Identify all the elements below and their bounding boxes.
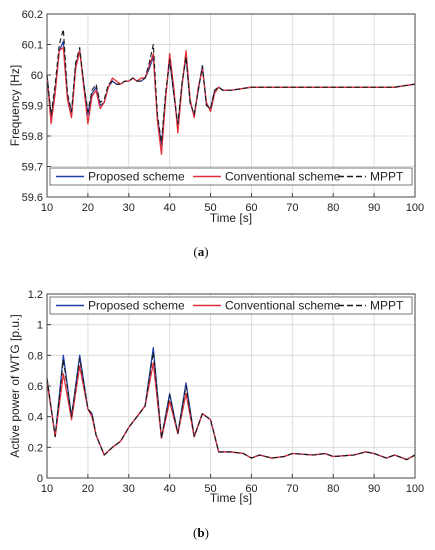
- y-tick-label: 0.2: [28, 442, 43, 454]
- y-tick-label: 60: [31, 70, 43, 82]
- y-tick-label: 0.4: [28, 412, 43, 424]
- y-tick-label: 0: [37, 473, 43, 485]
- y-tick-label: 0.8: [28, 350, 43, 362]
- y-tick-label: 60.2: [22, 9, 43, 21]
- legend-box: [49, 167, 413, 186]
- legend-entry-label: MPPT: [370, 299, 404, 313]
- x-axis-label: Time [s]: [210, 491, 252, 505]
- legend-entry-label: Proposed scheme: [88, 299, 185, 313]
- x-tick-label: 50: [204, 483, 216, 495]
- x-tick-label: 70: [286, 202, 298, 214]
- y-tick-label: 0.6: [28, 381, 43, 393]
- y-tick-label: 59.8: [22, 131, 43, 143]
- x-tick-label: 10: [41, 202, 53, 214]
- panel-caption: (b): [193, 525, 209, 540]
- x-tick-label: 20: [82, 483, 94, 495]
- legend: Proposed scheme Conventional scheme MPPT: [49, 167, 413, 186]
- x-tick-label: 80: [327, 483, 339, 495]
- legend-entry-label: Conventional scheme: [225, 299, 341, 313]
- chart-panel-b: 10 20 30 40 50 60 70 80 90 100 0 0.2 0.4 0.6 0.8 1 1.2 Ti…: [8, 289, 424, 540]
- x-tick-label: 30: [123, 483, 135, 495]
- series-line-mppt: [46, 28, 416, 143]
- series-group: [46, 28, 416, 155]
- legend-box: [49, 296, 413, 315]
- caption-paren-open: (: [193, 525, 197, 540]
- y-tick-label: 59.9: [22, 101, 43, 113]
- y-tick-label: 1: [37, 320, 43, 332]
- x-tick-label: 100: [406, 483, 424, 495]
- legend-entry-label: Conventional scheme: [225, 170, 341, 184]
- x-tick-label: 100: [406, 202, 424, 214]
- x-tick-label: 80: [327, 202, 339, 214]
- chart-panel-a: 10 20 30 40 50 60 70 80 90 100 59.6 59.7 59.8 59.9 60 6…: [8, 9, 424, 259]
- caption-paren-open: (: [193, 244, 197, 259]
- y-tick-label: 59.7: [22, 162, 43, 174]
- x-tick-label: 40: [164, 483, 176, 495]
- legend: Proposed scheme Conventional scheme MPPT: [49, 296, 413, 315]
- series-group: [46, 347, 416, 461]
- y-tick-label: 1.2: [28, 289, 43, 301]
- x-tick-label: 20: [82, 202, 94, 214]
- legend-entry-label: Proposed scheme: [88, 170, 185, 184]
- caption-paren-close: ): [204, 244, 208, 259]
- x-tick-label: 90: [368, 202, 380, 214]
- series-line-mppt: [46, 351, 416, 461]
- x-tick-label: 10: [41, 483, 53, 495]
- caption-paren-close: ): [205, 525, 209, 540]
- x-tick-label: 90: [368, 483, 380, 495]
- x-tick-label: 60: [245, 202, 257, 214]
- y-axis-label: Active power of WTG [p.u.]: [8, 314, 22, 457]
- x-tick-label: 30: [123, 202, 135, 214]
- caption-letter: a: [198, 244, 205, 259]
- y-tick-label: 59.6: [22, 192, 43, 204]
- x-axis-label: Time [s]: [210, 211, 252, 225]
- y-tick-label: 60.1: [22, 40, 43, 52]
- panel-caption: (a): [193, 244, 208, 259]
- legend-entry-label: MPPT: [370, 170, 404, 184]
- y-axis-label: Frequency [Hz]: [8, 65, 22, 146]
- x-tick-label: 60: [245, 483, 257, 495]
- x-tick-label: 40: [164, 202, 176, 214]
- x-tick-label: 70: [286, 483, 298, 495]
- caption-letter: b: [197, 525, 204, 540]
- x-tick-label: 50: [204, 202, 216, 214]
